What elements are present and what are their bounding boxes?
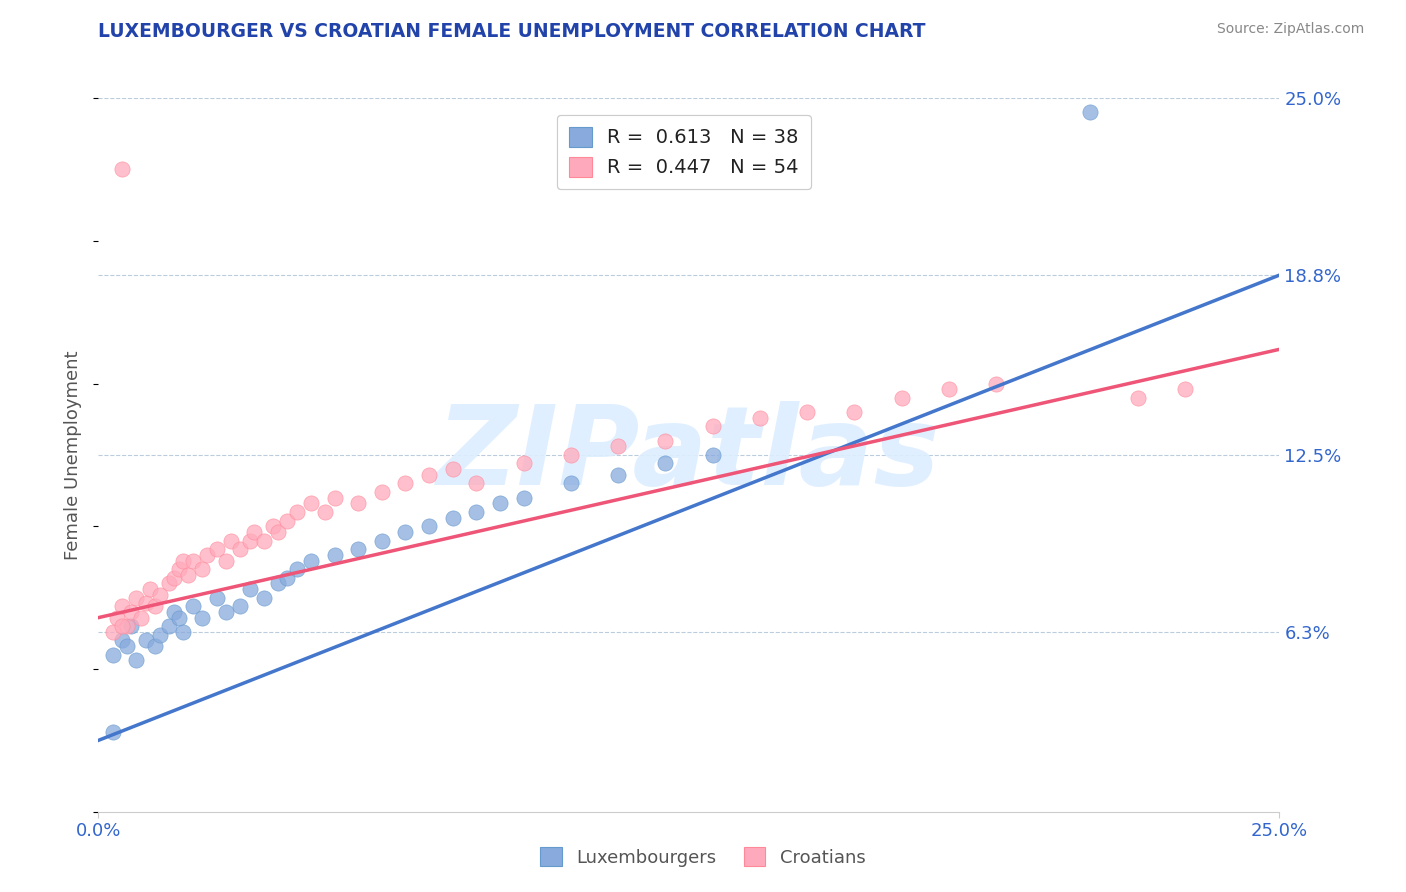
Point [191, 610, 214, 624]
Point [323, 491, 346, 505]
Point [418, 467, 440, 482]
Point [167, 610, 190, 624]
Point [276, 514, 298, 528]
Point [229, 542, 252, 557]
Point [157, 576, 180, 591]
Point [253, 533, 276, 548]
Point [135, 596, 157, 610]
Point [371, 533, 394, 548]
Point [654, 434, 676, 448]
Point [347, 496, 370, 510]
Point [465, 505, 488, 519]
Point [177, 567, 200, 582]
Point [181, 553, 204, 567]
Point [121, 619, 143, 633]
Point [394, 476, 416, 491]
Point [654, 457, 676, 471]
Point [441, 510, 464, 524]
Point [702, 448, 724, 462]
Y-axis label: Female Unemployment: Female Unemployment [65, 351, 83, 559]
Point [748, 410, 770, 425]
Point [101, 724, 124, 739]
Point [215, 605, 238, 619]
Point [285, 505, 308, 519]
Point [323, 548, 346, 562]
Point [267, 524, 290, 539]
Point [276, 571, 298, 585]
Point [121, 605, 143, 619]
Point [285, 562, 308, 576]
Point [195, 548, 218, 562]
Point [181, 599, 204, 614]
Point [105, 610, 128, 624]
Point [267, 576, 290, 591]
Point [489, 496, 512, 510]
Point [844, 405, 866, 419]
Point [418, 519, 440, 533]
Point [441, 462, 464, 476]
Point [205, 591, 228, 605]
Point [299, 496, 322, 510]
Text: ZIPatlas: ZIPatlas [437, 401, 941, 508]
Point [229, 599, 252, 614]
Point [205, 542, 228, 557]
Point [560, 448, 582, 462]
Point [115, 639, 138, 653]
Point [167, 562, 190, 576]
Point [129, 610, 152, 624]
Point [560, 476, 582, 491]
Point [243, 524, 266, 539]
Point [143, 639, 166, 653]
Point [607, 439, 630, 453]
Point [465, 476, 488, 491]
Point [111, 619, 134, 633]
Point [125, 653, 148, 667]
Text: LUXEMBOURGER VS CROATIAN FEMALE UNEMPLOYMENT CORRELATION CHART: LUXEMBOURGER VS CROATIAN FEMALE UNEMPLOY… [98, 22, 927, 41]
Point [101, 624, 124, 639]
Point [239, 533, 262, 548]
Point [253, 591, 276, 605]
Legend: Luxembourgers, Croatians: Luxembourgers, Croatians [533, 840, 873, 874]
Point [191, 562, 214, 576]
Point [239, 582, 262, 596]
Point [299, 553, 322, 567]
Point [890, 391, 912, 405]
Point [512, 491, 534, 505]
Point [394, 524, 416, 539]
Point [125, 591, 148, 605]
Point [347, 542, 370, 557]
Point [163, 571, 186, 585]
Point [702, 419, 724, 434]
Point [149, 628, 172, 642]
Point [111, 599, 134, 614]
Point [371, 485, 394, 500]
Point [172, 624, 194, 639]
Point [101, 648, 124, 662]
Point [796, 405, 818, 419]
Point [149, 588, 172, 602]
Point [1126, 391, 1149, 405]
Point [139, 582, 162, 596]
Point [512, 457, 534, 471]
Point [938, 382, 960, 396]
Point [172, 553, 194, 567]
Point [157, 619, 180, 633]
Point [984, 376, 1007, 391]
Point [1174, 382, 1197, 396]
Point [1080, 105, 1102, 120]
Point [163, 605, 186, 619]
Point [143, 599, 166, 614]
Point [115, 619, 138, 633]
Point [262, 519, 284, 533]
Point [215, 553, 238, 567]
Point [111, 162, 134, 177]
Point [314, 505, 336, 519]
Point [111, 633, 134, 648]
Legend: R =  0.613   N = 38, R =  0.447   N = 54: R = 0.613 N = 38, R = 0.447 N = 54 [557, 115, 811, 189]
Point [135, 633, 157, 648]
Point [219, 533, 242, 548]
Point [607, 467, 630, 482]
Text: Source: ZipAtlas.com: Source: ZipAtlas.com [1216, 22, 1364, 37]
